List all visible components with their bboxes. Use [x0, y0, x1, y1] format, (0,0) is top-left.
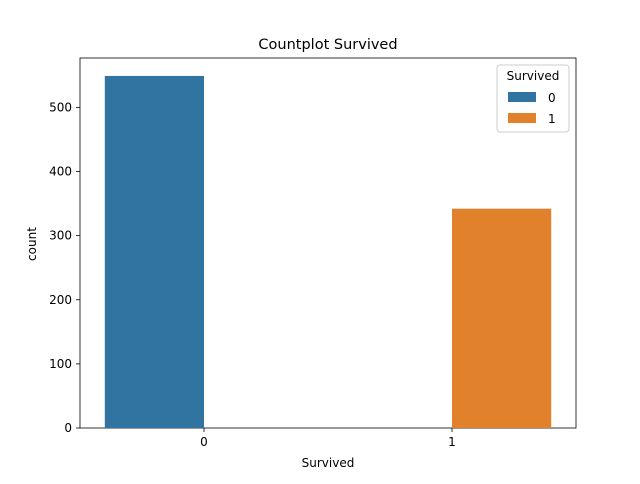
- legend-entries: 01: [508, 91, 556, 126]
- plot-frame: [79, 57, 577, 429]
- legend-title: Survived: [507, 69, 560, 83]
- legend: Survived 01: [496, 64, 570, 133]
- y-tick-label-0: 0: [64, 421, 72, 435]
- legend-label-0: 0: [548, 91, 556, 105]
- bar-0-series-0: [104, 75, 204, 428]
- legend-label-1: 1: [548, 112, 556, 126]
- x-tick-label-1: 1: [448, 435, 456, 449]
- chart-title: Countplot Survived: [258, 37, 397, 53]
- y-tick-label-100: 100: [49, 357, 72, 371]
- y-axis-label: count: [25, 227, 39, 261]
- y-tick-label-300: 300: [49, 229, 72, 243]
- legend-swatch-0: [508, 92, 536, 102]
- plot-area: [79, 57, 577, 429]
- bar-1-series-1: [452, 208, 552, 428]
- y-tick-label-500: 500: [49, 100, 72, 114]
- y-tick-label-400: 400: [49, 165, 72, 179]
- x-tick-label-0: 0: [200, 435, 208, 449]
- legend-swatch-1: [508, 113, 536, 123]
- x-axis-label: Survived: [302, 456, 355, 470]
- bars-group: [104, 75, 552, 428]
- y-axis: 0 100 200 300 400 500: [49, 100, 80, 435]
- y-tick-label-200: 200: [49, 293, 72, 307]
